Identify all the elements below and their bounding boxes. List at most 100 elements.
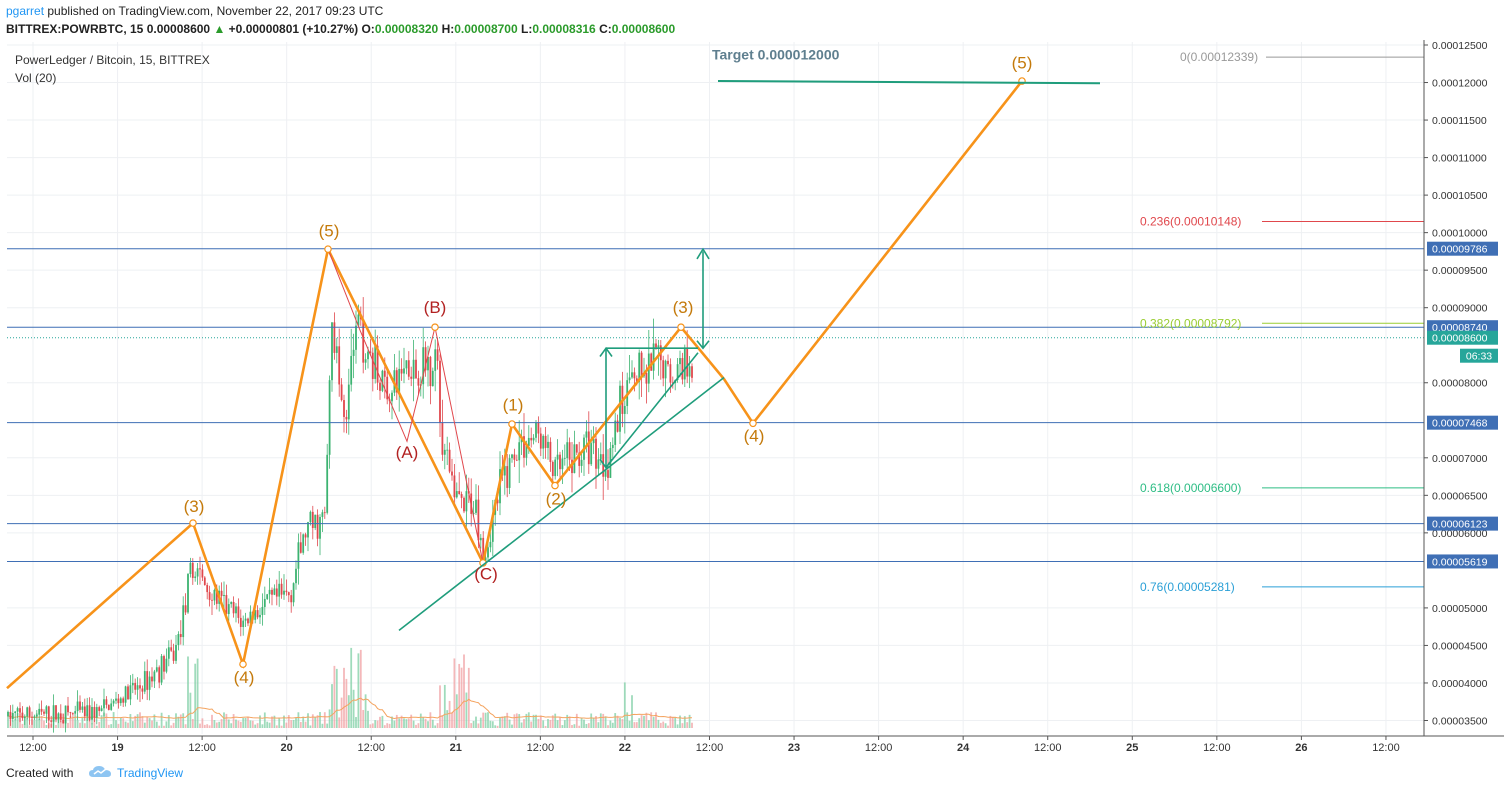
volume-bar [446,710,449,728]
price-chart[interactable]: 0(0.00012339) 0.236(0.00010148) 0.382(0.00… [0,40,1504,755]
volume-bar [91,723,93,728]
volume-bar [14,719,17,728]
volume-bar [455,694,458,728]
candle-body [309,511,312,523]
y-tick-label: 0.00004000 [1432,678,1488,690]
volume-bar [381,715,384,728]
axes: 0.00012500 0.00012000 0.00011500 0.00011000… [7,40,1504,754]
candle-body [43,711,45,714]
volume-bar [506,712,509,728]
volume-bar [158,725,161,728]
candle-body [340,384,343,401]
volume-bar [266,721,269,728]
candle-body [139,685,141,689]
candle-body [527,437,530,446]
volume-bar [662,721,665,728]
volume-bar [79,722,81,728]
candle-body [175,644,177,661]
publisher-link[interactable]: pgarret [6,4,45,18]
arrowhead-icon [696,340,710,350]
candle-body [259,614,261,618]
volume-bar [35,713,38,728]
volume-bar [563,720,566,728]
volume-bar [333,665,336,728]
volume-bar [76,720,79,728]
volume-bar [515,713,518,728]
volume-bar [607,725,609,728]
candle-body [220,590,223,597]
volume-bar [122,718,125,728]
volume-bar [55,724,57,728]
support-trendline [398,376,725,632]
volume-bar [439,685,441,728]
candle-body [191,562,194,578]
volume-bar [573,724,576,728]
elliott-label-A: (A) [396,443,419,462]
volume-bar [669,715,672,728]
candle-body [511,454,513,459]
candle-body [465,491,468,512]
open-label: O: [361,22,375,36]
volume-bar [139,712,141,728]
candle-body [232,601,235,614]
volume-bar [239,721,242,728]
candle-body [537,422,540,434]
candle-body [266,594,269,599]
candle-body [597,459,600,469]
candle-body [563,458,566,459]
volume-bar [623,682,626,728]
candle-body [314,514,317,529]
candles [7,297,693,733]
candle-body [571,459,573,474]
candle-body [95,707,98,718]
candle-body [50,720,53,722]
x-tick-label: 21 [450,742,462,754]
candle-body [187,574,189,613]
volume-bar [664,723,667,728]
volume-bar [220,719,223,728]
volume-bar [549,719,552,728]
volume-bar [115,720,117,728]
publish-line: pgarret published on TradingView.com, No… [6,4,383,18]
volume-bar [691,722,693,728]
candle-body [292,583,295,603]
volume-bar [391,716,393,728]
candle-body [475,499,477,513]
wave-pivot-marker [551,481,559,490]
volume-bar [587,723,590,728]
volume-bar [251,720,254,728]
volume-bar [127,722,129,728]
candle-body [590,443,593,465]
volume-bar [148,718,151,728]
volume-bar [307,713,309,728]
candle-body [117,698,120,704]
volume-bar [647,720,650,728]
candle-body [578,452,581,466]
volume-bar [508,719,511,728]
volume-bar [436,723,439,728]
tradingview-link[interactable]: TradingView [117,766,184,780]
volume-bar [525,713,528,728]
volume-bar [434,725,437,728]
candle-body [640,352,643,377]
x-tick-label: 23 [788,742,800,754]
candle-body [602,454,605,477]
published-text: published on TradingView.com, November 2… [47,4,384,18]
volume-bar [213,720,216,728]
x-tick-label: 12:00 [1034,742,1062,754]
candle-body [551,461,554,477]
volume-bar [443,684,446,728]
candle-body [76,701,79,712]
chart-area[interactable]: 0(0.00012339) 0.236(0.00010148) 0.382(0.00… [0,40,1504,755]
volume-bar [131,721,134,728]
candle-body [662,360,665,379]
candle-body [400,368,403,374]
volume-bar [95,725,98,728]
volume-bar [427,721,429,728]
volume-bar [143,722,146,728]
candle-body [331,322,333,381]
y-tick-label: 0.00009500 [1432,265,1488,277]
arrowhead-icon [599,458,613,469]
volume-bar [460,667,463,728]
candle-body [585,431,588,438]
